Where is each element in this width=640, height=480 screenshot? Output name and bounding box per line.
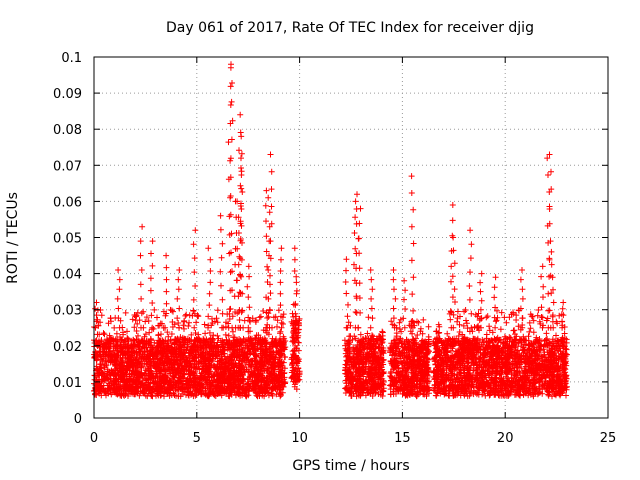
data-point (168, 307, 175, 314)
data-point (182, 312, 189, 319)
data-point (122, 309, 129, 316)
data-point (274, 317, 281, 324)
chart-title: Day 061 of 2017, Rate Of TEC Index for r… (166, 20, 534, 36)
data-point (484, 313, 491, 320)
data-point (175, 320, 182, 326)
data-point (202, 330, 209, 337)
data-point (185, 323, 192, 329)
data-point (414, 332, 421, 338)
data-point (274, 323, 280, 330)
data-point (151, 306, 158, 313)
data-point (129, 316, 136, 323)
data-point (270, 314, 277, 321)
data-point (280, 321, 286, 327)
data-point (120, 331, 127, 338)
data-point (256, 314, 263, 321)
data-point (214, 319, 221, 326)
data-point (257, 313, 264, 320)
data-point (154, 314, 160, 321)
data-point (146, 329, 153, 336)
data-point (124, 328, 130, 335)
data-point (277, 328, 284, 335)
data-point (289, 310, 296, 317)
data-point (140, 308, 147, 315)
data-point (365, 314, 372, 321)
data-point (420, 316, 427, 323)
data-point (201, 321, 208, 328)
data-points (91, 273, 570, 400)
data-point (222, 331, 229, 338)
data-point (388, 318, 395, 325)
data-point (236, 317, 243, 323)
data-point (264, 315, 271, 321)
data-point (293, 273, 300, 280)
data-point (483, 314, 490, 321)
data-point (275, 307, 282, 314)
data-point (113, 330, 120, 337)
data-point (190, 308, 197, 314)
data-point (100, 330, 107, 337)
data-point (225, 332, 232, 339)
data-point (194, 312, 201, 319)
data-point (425, 323, 432, 330)
data-point (98, 312, 105, 319)
data-point (214, 307, 221, 314)
data-point (132, 317, 139, 324)
data-point (193, 319, 200, 326)
data-point (214, 332, 221, 339)
data-point (396, 319, 403, 326)
data-point (111, 324, 118, 331)
data-point (226, 316, 233, 322)
data-point (183, 311, 190, 318)
data-point (181, 325, 187, 332)
